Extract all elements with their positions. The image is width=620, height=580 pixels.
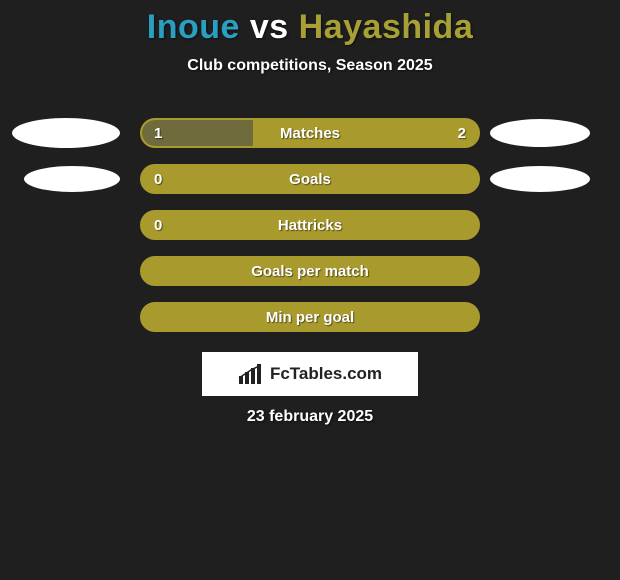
stat-bar: Min per goal (140, 302, 480, 332)
stat-value-right (454, 304, 478, 330)
subtitle: Club competitions, Season 2025 (0, 57, 620, 75)
stat-value-left: 1 (142, 120, 174, 146)
stat-row: Min per goal (0, 302, 620, 332)
page-title: Inoue vs Hayashida (0, 0, 620, 47)
stat-bar: Hattricks0 (140, 210, 480, 240)
player-oval-left (12, 118, 120, 148)
bars-icon (238, 364, 264, 384)
stat-bar: Goals0 (140, 164, 480, 194)
brand-box: FcTables.com (202, 352, 418, 396)
vs-separator: vs (250, 8, 289, 46)
stat-rows: Matches12Goals0Hattricks0Goals per match… (0, 118, 620, 348)
stat-row: Goals per match (0, 256, 620, 286)
stat-label: Goals (142, 166, 478, 192)
stat-row: Hattricks0 (0, 210, 620, 240)
stat-label: Matches (142, 120, 478, 146)
brand-text: FcTables.com (270, 364, 382, 384)
player-oval-right (490, 119, 590, 147)
stat-bar: Goals per match (140, 256, 480, 286)
stat-value-left: 0 (142, 166, 174, 192)
stat-value-right (454, 212, 478, 238)
stat-value-right: 2 (446, 120, 478, 146)
stat-value-left (142, 304, 166, 330)
stat-bar: Matches1 2 (140, 118, 480, 148)
stat-value-right (454, 166, 478, 192)
player-oval-right (490, 166, 590, 192)
stat-label: Hattricks (142, 212, 478, 238)
stat-label: Min per goal (142, 304, 478, 330)
stat-value-left: 0 (142, 212, 174, 238)
comparison-infographic: Inoue vs Hayashida Club competitions, Se… (0, 0, 620, 580)
date-line: 23 february 2025 (0, 408, 620, 426)
stat-value-right (454, 258, 478, 284)
player-right-name: Hayashida (299, 8, 474, 46)
stat-value-left (142, 258, 166, 284)
player-left-name: Inoue (147, 8, 240, 46)
stat-label: Goals per match (142, 258, 478, 284)
player-oval-left (24, 166, 120, 192)
